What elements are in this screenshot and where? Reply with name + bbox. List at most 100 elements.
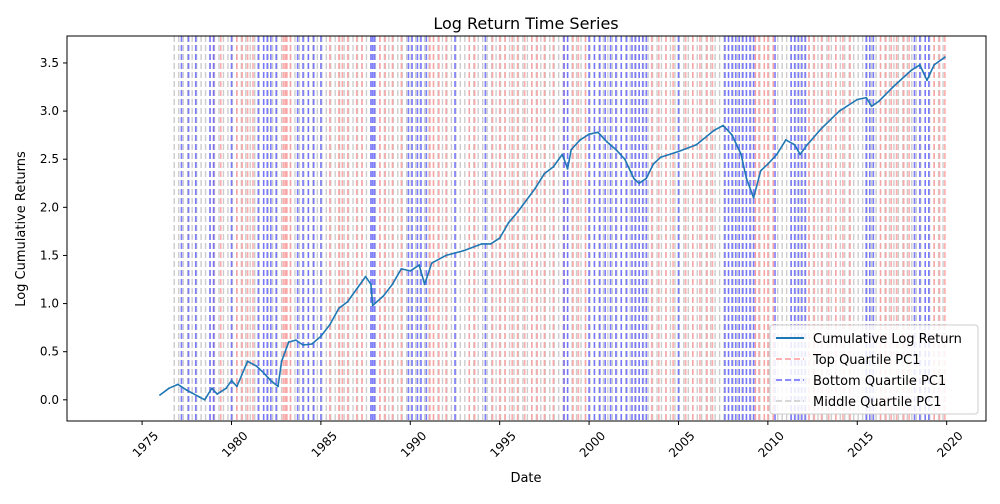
data-point: [210, 387, 213, 390]
data-point: [159, 394, 161, 396]
data-point: [176, 383, 179, 386]
data-point: [877, 100, 880, 103]
data-point: [740, 153, 742, 156]
data-point: [246, 360, 249, 363]
data-point: [255, 365, 258, 368]
data-point: [489, 243, 492, 245]
data-point: [543, 172, 546, 175]
data-point: [838, 110, 841, 112]
data-point: [722, 124, 725, 127]
data-point: [793, 143, 796, 146]
data-point: [806, 143, 809, 146]
data-point: [516, 211, 519, 214]
data-point: [216, 393, 219, 395]
data-point: [311, 343, 313, 345]
y-tick-label: 0.5: [40, 345, 59, 359]
y-tick-label: 3.5: [40, 56, 59, 70]
data-point: [346, 300, 349, 303]
data-point: [870, 105, 873, 108]
data-point: [745, 177, 748, 180]
legend-label: Cumulative Log Return: [813, 332, 962, 347]
data-point: [480, 243, 483, 245]
data-point: [752, 196, 755, 199]
data-point: [910, 69, 912, 72]
y-tick-label: 3.0: [40, 104, 59, 118]
data-point: [623, 158, 626, 161]
data-point: [614, 148, 617, 151]
data-point: [645, 177, 648, 180]
data-point: [355, 288, 358, 291]
data-point: [775, 153, 778, 156]
data-point: [943, 56, 946, 59]
data-point: [659, 156, 662, 159]
data-point: [185, 389, 188, 392]
data-point: [391, 283, 394, 286]
data-point: [370, 283, 372, 286]
data-point: [892, 86, 894, 88]
data-point: [294, 339, 297, 342]
data-point: [926, 79, 928, 82]
data-point: [638, 182, 641, 185]
data-point: [203, 398, 206, 401]
chart-title: Log Return Time Series: [433, 14, 618, 33]
series-lines: [159, 56, 946, 401]
data-point: [566, 167, 569, 170]
y-axis-label: Log Cumulative Returns: [14, 151, 29, 307]
data-point: [302, 344, 304, 346]
data-point: [731, 134, 734, 137]
data-point: [364, 275, 367, 278]
legend-label: Top Quartile PC1: [812, 353, 921, 368]
data-point: [371, 304, 374, 307]
y-tick-label: 1.5: [40, 248, 59, 262]
y-axis: 0.0 0.5 1.0 1.5 2.0 2.5 3.0 3.5: [40, 56, 67, 407]
y-tick-label: 0.0: [40, 393, 59, 407]
data-point: [588, 133, 590, 136]
legend-box: [769, 324, 979, 415]
data-point: [230, 379, 233, 382]
data-point: [168, 387, 170, 390]
data-point: [409, 269, 412, 272]
data-point: [597, 131, 599, 134]
data-point: [677, 150, 680, 153]
data-point: [498, 237, 501, 240]
data-point: [570, 148, 573, 151]
data-point: [865, 96, 868, 99]
data-point: [856, 98, 859, 101]
data-point: [507, 221, 510, 224]
data-point: [328, 323, 331, 326]
data-point: [287, 341, 290, 343]
legend-label: Middle Quartile PC1: [813, 395, 942, 410]
data-point: [269, 379, 272, 382]
data-point: [933, 63, 936, 66]
data-point: [382, 294, 385, 297]
data-point: [198, 396, 201, 398]
data-point: [400, 268, 403, 270]
x-axis-label: Date: [510, 471, 541, 486]
data-point: [759, 169, 762, 172]
data-point: [418, 264, 421, 266]
data-point: [534, 187, 537, 189]
data-point: [191, 392, 194, 394]
data-point: [561, 153, 564, 156]
data-point: [552, 166, 555, 168]
data-point: [280, 360, 283, 363]
data-point: [579, 139, 582, 141]
data-point: [262, 371, 265, 374]
plot-frame: [66, 35, 987, 422]
data-point: [784, 139, 787, 141]
data-point: [235, 385, 238, 388]
data-point: [423, 283, 426, 286]
data-point: [319, 335, 322, 338]
data-point: [713, 129, 716, 132]
data-point: [799, 153, 801, 156]
data-point: [766, 163, 769, 165]
data-point: [652, 163, 655, 165]
legend-label: Bottom Quartile PC1: [813, 374, 946, 389]
data-point: [445, 254, 447, 257]
cumulative-log-return-line: [159, 56, 946, 401]
data-point: [918, 63, 921, 66]
data-point: [820, 127, 823, 130]
data-point: [225, 387, 228, 390]
